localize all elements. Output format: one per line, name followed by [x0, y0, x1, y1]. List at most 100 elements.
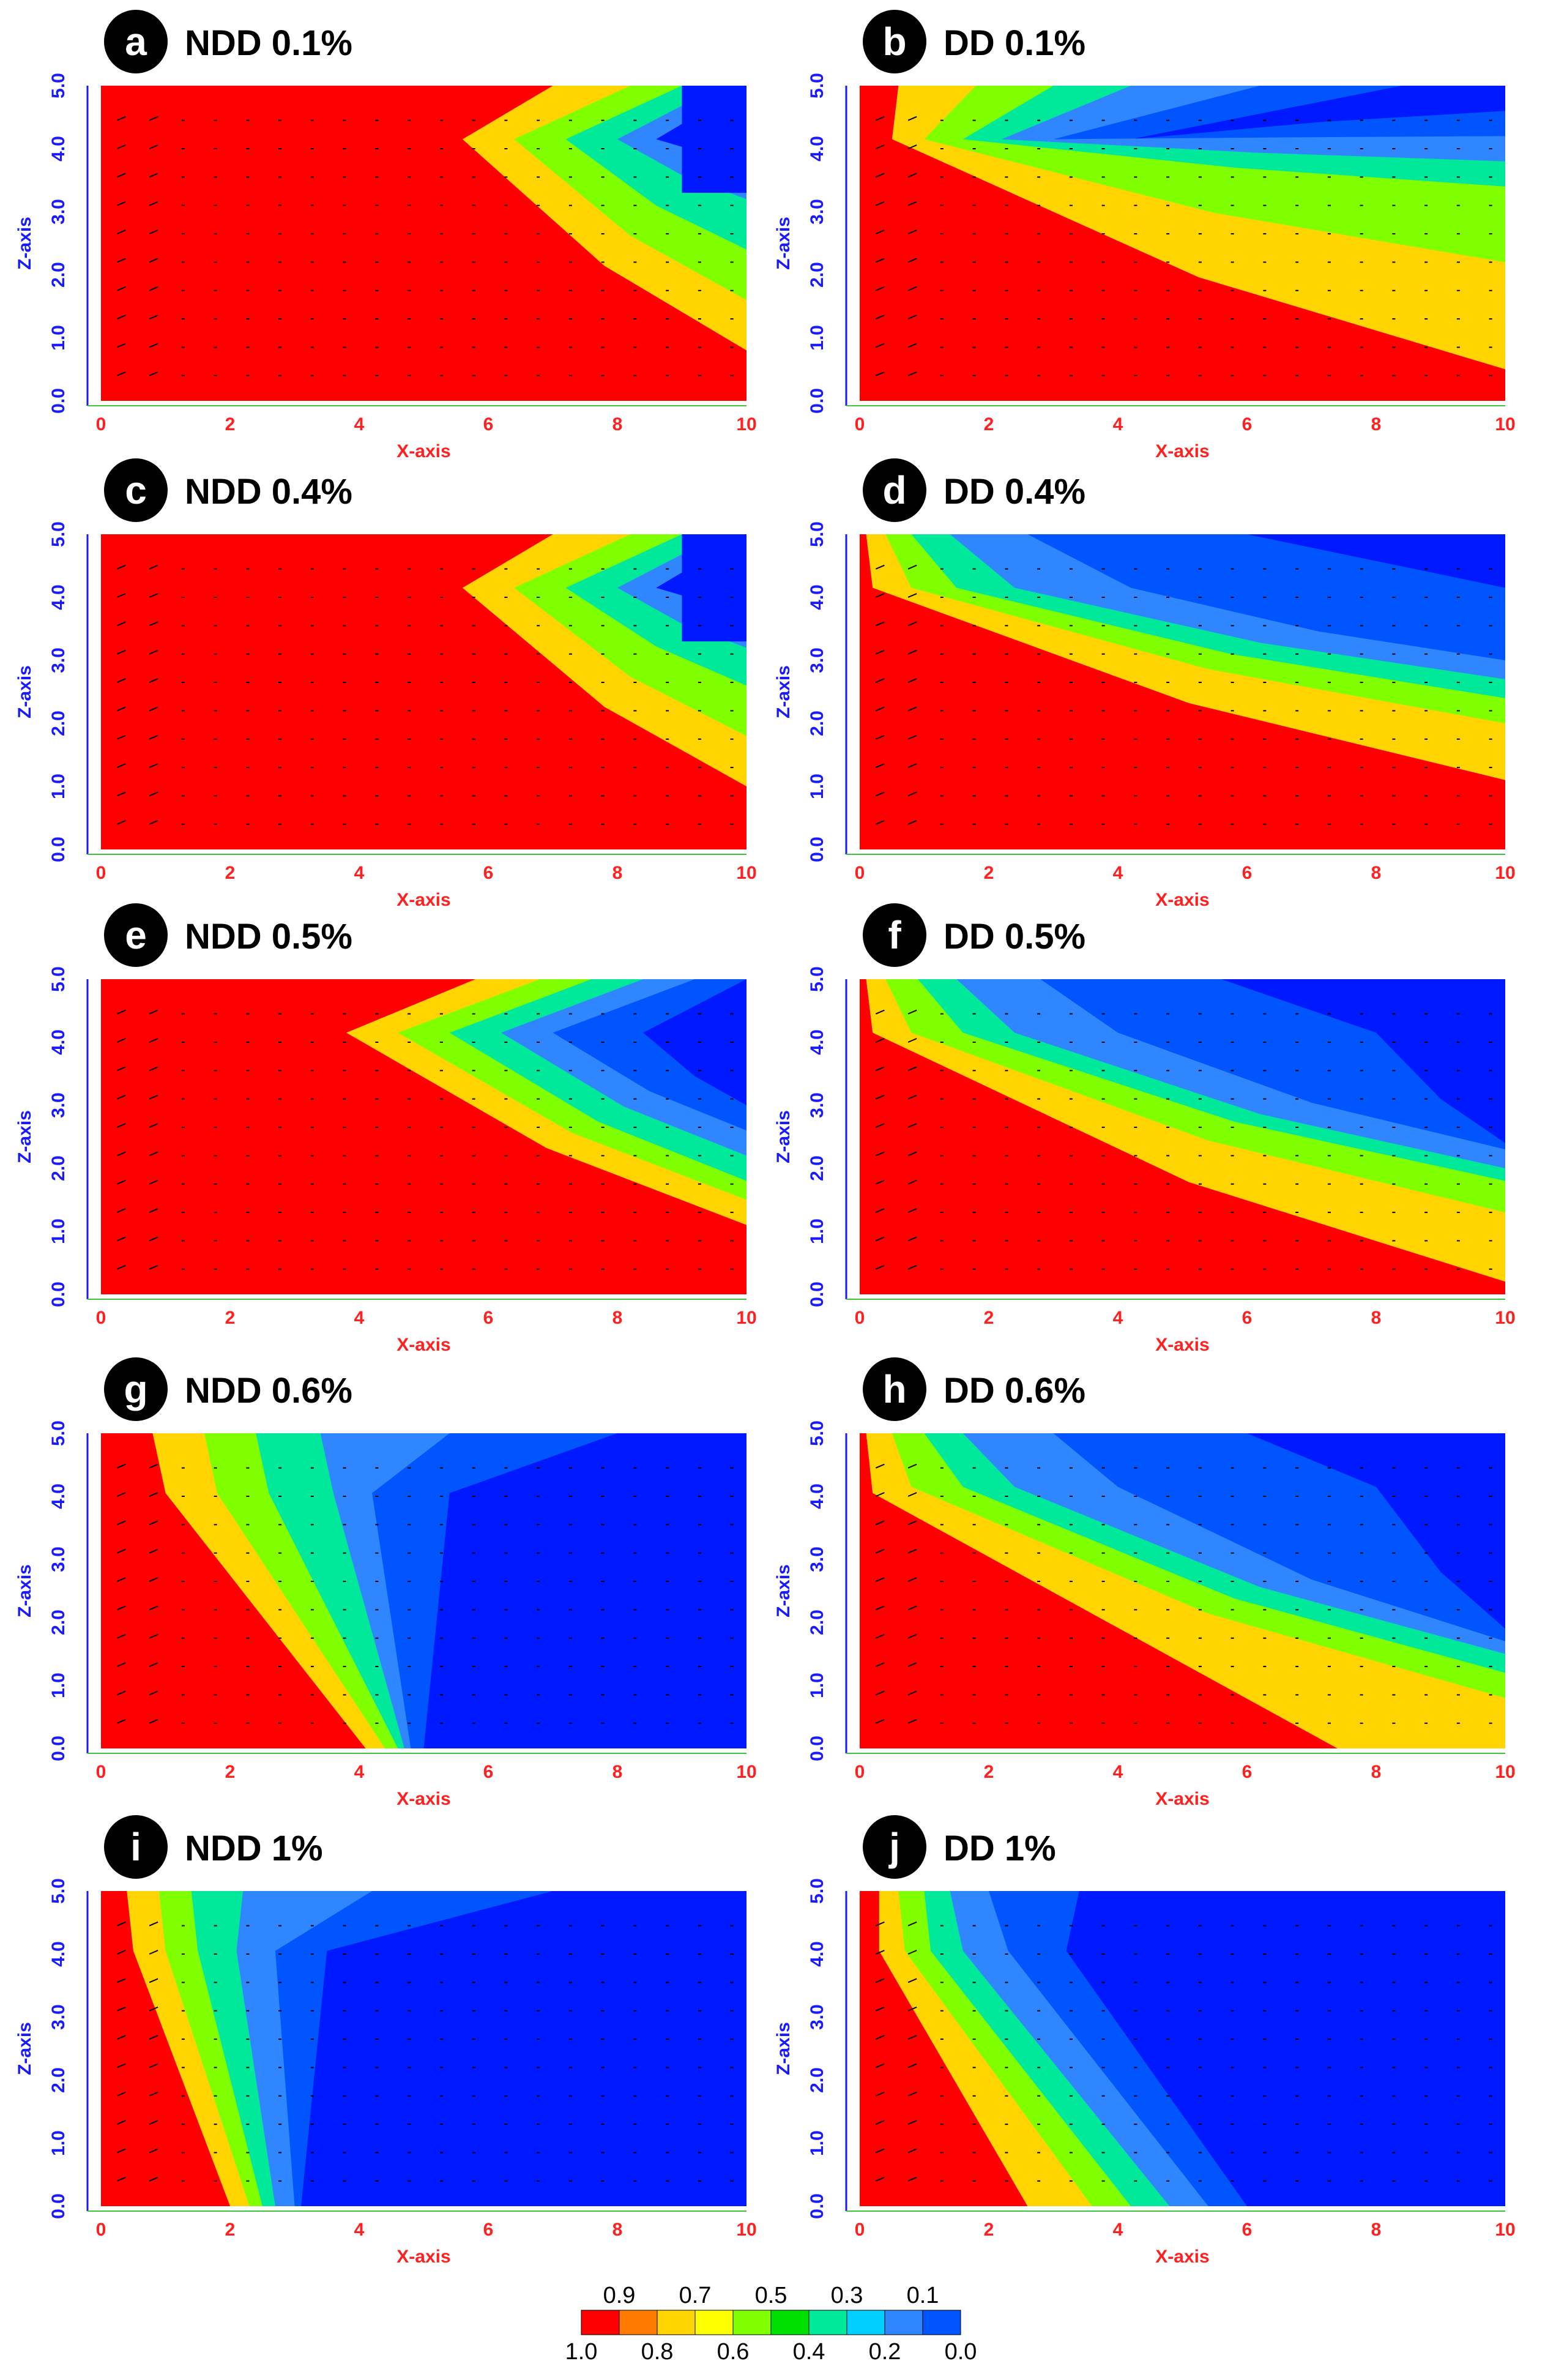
z-tick-label: 0.0: [48, 1736, 69, 1761]
velocity-vectors: [875, 116, 1492, 376]
panel-letter: d: [882, 468, 906, 512]
velocity-arrow: [907, 258, 917, 263]
z-tick-label: 5.0: [807, 1878, 827, 1904]
x-tick-label: 0: [855, 1762, 865, 1782]
z-tick-label: 2.0: [807, 1610, 827, 1635]
velocity-arrow: [875, 1662, 885, 1668]
panel-title: NDD 0.5%: [185, 917, 352, 957]
z-tick-label: 3.0: [807, 2004, 827, 2030]
velocity-arrow: [116, 1236, 126, 1242]
velocity-arrow: [149, 621, 158, 627]
x-tick-label: 6: [1242, 1308, 1253, 1328]
velocity-arrow: [907, 2006, 917, 2012]
velocity-arrow: [907, 201, 917, 206]
velocity-arrow: [149, 286, 158, 291]
velocity-arrow: [149, 1151, 158, 1157]
velocity-arrow: [116, 819, 126, 825]
velocity-arrow: [907, 593, 917, 598]
contour-band-red: [860, 1433, 1338, 1748]
panel-letter-badge: [104, 10, 168, 73]
velocity-arrow: [875, 1208, 885, 1214]
velocity-arrow: [875, 1151, 885, 1157]
z-tick-label: 1.0: [807, 1673, 827, 1698]
z-tick-label: 1.0: [807, 2130, 827, 2156]
velocity-arrow: [116, 763, 126, 769]
velocity-arrow: [907, 2148, 917, 2154]
z-tick-label: 5.0: [807, 966, 827, 992]
x-tick-label: 8: [612, 863, 623, 883]
x-tick-label: 4: [354, 414, 365, 435]
velocity-arrow: [149, 1236, 158, 1242]
velocity-arrow: [875, 791, 885, 797]
z-tick-label: 0.0: [48, 837, 69, 862]
z-tick-label: 3.0: [48, 647, 69, 673]
x-tick-label: 10: [736, 1308, 756, 1328]
z-tick-label: 4.0: [48, 1029, 69, 1055]
x-tick-label: 8: [1371, 2220, 1382, 2240]
panel-letter-badge: [104, 1357, 168, 1421]
velocity-arrow: [149, 1208, 158, 1214]
velocity-arrow: [907, 706, 917, 712]
x-tick-label: 4: [354, 1308, 365, 1328]
x-tick-label: 8: [1371, 1308, 1382, 1328]
legend-swatch: [770, 2310, 810, 2335]
velocity-arrow: [116, 144, 126, 149]
velocity-arrow: [907, 1950, 917, 1955]
velocity-arrow: [149, 2035, 158, 2040]
velocity-arrow: [875, 286, 885, 291]
velocity-arrow: [116, 1151, 126, 1157]
z-axis-title: Z-axis: [773, 2022, 794, 2075]
velocity-arrow: [875, 734, 885, 740]
velocity-vectors: [875, 1009, 1492, 1270]
velocity-arrow: [116, 1633, 126, 1639]
velocity-arrow: [149, 1662, 158, 1668]
x-tick-label: 4: [354, 1762, 365, 1782]
velocity-arrow: [149, 1463, 158, 1469]
z-tick-label: 3.0: [48, 2004, 69, 2030]
velocity-arrow: [149, 116, 158, 121]
velocity-arrow: [116, 1492, 126, 1497]
z-tick-label: 1.0: [48, 325, 69, 351]
velocity-arrow: [149, 1548, 158, 1554]
x-tick-label: 8: [612, 2220, 623, 2240]
velocity-arrow: [149, 1492, 158, 1497]
x-tick-label: 0: [96, 863, 106, 883]
velocity-arrow: [875, 1009, 885, 1015]
velocity-arrow: [907, 2035, 917, 2040]
legend-top-label: 0.9: [603, 2283, 636, 2308]
velocity-arrow: [875, 678, 885, 683]
velocity-arrow: [116, 2035, 126, 2040]
velocity-arrow: [149, 1978, 158, 1983]
z-tick-label: 4.0: [48, 584, 69, 610]
x-tick-label: 2: [984, 2220, 994, 2240]
contour-band-red: [860, 979, 1505, 1294]
velocity-arrow: [907, 2120, 917, 2125]
velocity-arrow: [149, 1094, 158, 1100]
x-tick-label: 0: [96, 2220, 106, 2240]
velocity-arrow: [116, 1009, 126, 1015]
x-tick-label: 6: [483, 2220, 494, 2240]
z-tick-label: 5.0: [807, 1420, 827, 1446]
legend-swatch: [657, 2310, 696, 2335]
velocity-arrow: [907, 229, 917, 234]
velocity-arrow: [875, 116, 885, 121]
velocity-arrow: [875, 229, 885, 234]
velocity-arrow: [875, 2035, 885, 2040]
x-axis-title: X-axis: [396, 2247, 450, 2267]
velocity-arrow: [116, 734, 126, 740]
z-tick-label: 4.0: [807, 584, 827, 610]
velocity-arrow: [116, 116, 126, 121]
panel-letter: j: [888, 1825, 900, 1869]
velocity-vectors: [116, 1009, 734, 1270]
velocity-arrow: [875, 1094, 885, 1100]
velocity-arrow: [116, 2006, 126, 2012]
x-tick-label: 2: [225, 1762, 236, 1782]
z-tick-label: 4.0: [807, 136, 827, 162]
panel-letter-badge: [104, 458, 168, 522]
legend-top-label: 0.7: [679, 2283, 712, 2308]
z-tick-label: 2.0: [48, 262, 69, 288]
velocity-arrow: [875, 706, 885, 712]
legend-top-label: 0.5: [755, 2283, 787, 2308]
panel-letter: a: [125, 20, 147, 64]
velocity-arrow: [875, 1577, 885, 1582]
